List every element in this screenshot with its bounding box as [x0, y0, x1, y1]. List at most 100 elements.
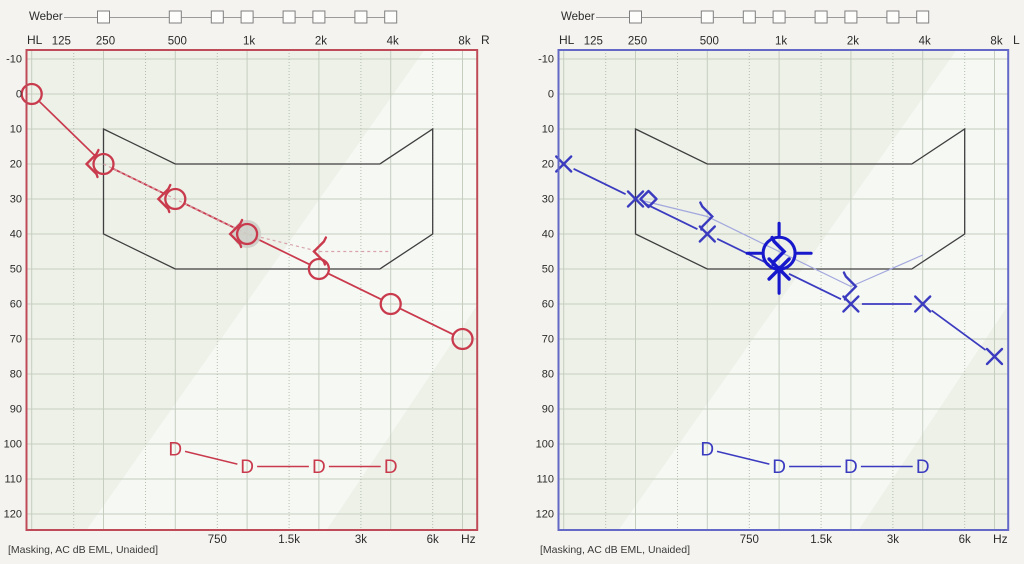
BC-threshold-right [84, 148, 328, 266]
weber-checkbox-500hz-left[interactable] [700, 10, 714, 24]
weber-checkbox-250hz-left[interactable] [629, 10, 642, 24]
letter-point-2000hz[interactable]: D [312, 457, 326, 478]
weber-checkbox-750hz-left[interactable] [742, 10, 756, 24]
bracket-right-point-2000hz[interactable] [842, 271, 858, 301]
y-tick-70: 70 [542, 334, 554, 346]
x-tick-top-2k: 2k [315, 36, 327, 48]
x-point-4000hz[interactable] [914, 295, 932, 313]
BC-threshold-left-line [635, 198, 923, 288]
weber-row [596, 10, 930, 24]
x-point-250hz[interactable] [626, 190, 645, 208]
weber-checkbox-1000hz-right[interactable] [240, 10, 254, 24]
y-tick-20: 20 [10, 159, 22, 171]
UCL-left: DD D D [700, 440, 929, 479]
AC-threshold-right [20, 82, 474, 351]
y-tick-20: 20 [542, 159, 554, 171]
bracket-right-point-500hz[interactable] [699, 201, 714, 231]
x-tick-top-500: 500 [700, 36, 719, 48]
y-tick--10: -10 [6, 54, 22, 66]
y-tick-70: 70 [10, 334, 22, 346]
x-tick-top-2k: 2k [847, 36, 859, 48]
y-tick-80: 80 [542, 369, 554, 381]
x-tick-top-125: 125 [584, 36, 603, 48]
circle-point-500hz[interactable] [164, 187, 187, 211]
weber-checkbox-4000hz-left[interactable] [916, 10, 930, 24]
y-tick-50: 50 [542, 264, 554, 276]
x-tick-top-4k: 4k [387, 36, 399, 48]
y-tick-120: 120 [4, 509, 22, 521]
y-tick-40: 40 [10, 229, 22, 241]
bracket-left-point-250hz[interactable] [84, 148, 100, 179]
grid [26, 50, 478, 530]
x-tick-top-1k: 1k [775, 36, 787, 48]
y-tick-110: 110 [536, 474, 554, 486]
diamond-point-250hz[interactable] [639, 189, 658, 209]
weber-checkbox-1500hz-left[interactable] [814, 10, 828, 24]
circle-point-2000hz[interactable] [307, 257, 331, 281]
weber-checkbox-250hz-right[interactable] [97, 10, 110, 24]
BC-masked-left [639, 189, 658, 209]
circle-point-4000hz[interactable] [379, 292, 402, 316]
cursor-reticle[interactable] [745, 221, 813, 295]
letter-point-4000hz[interactable]: D [384, 457, 398, 478]
bracket-left-point-1000hz[interactable] [228, 218, 244, 249]
y-tick-100: 100 [4, 439, 22, 451]
AC-threshold-left-line [573, 168, 987, 351]
x-point-8000hz[interactable] [985, 347, 1004, 366]
weber-checkbox-2000hz-left[interactable] [844, 10, 858, 24]
letter-point-2000hz[interactable]: D [844, 457, 858, 478]
ear-label-left: L [1013, 33, 1020, 47]
UCL-left-line [716, 450, 913, 468]
y-tick-0: 0 [16, 89, 22, 101]
speech-area-outline [102, 127, 434, 270]
weber-checkbox-1000hz-left[interactable] [772, 10, 786, 24]
y-tick-50: 50 [10, 264, 22, 276]
status-note-left: [Masking, AC dB EML, Unaided] [540, 544, 690, 556]
diagonal-band [86, 50, 478, 530]
weber-checkbox-2000hz-right[interactable] [312, 10, 326, 24]
hl-axis-label-right: HL [27, 33, 43, 47]
y-tick-90: 90 [542, 404, 554, 416]
weber-row [64, 10, 398, 24]
status-note-right: [Masking, AC dB EML, Unaided] [8, 544, 158, 556]
circle-point-250hz[interactable] [92, 152, 115, 176]
letter-point-1000hz[interactable]: D [772, 457, 786, 478]
weber-checkbox-1500hz-right[interactable] [282, 10, 296, 24]
x-tick-bottom-1.5k: 1.5k [278, 534, 300, 546]
chart-border [557, 49, 1010, 531]
letter-point-500hz[interactable]: D [168, 440, 182, 461]
hz-axis-label-left: Hz [993, 532, 1008, 546]
weber-checkbox-750hz-right[interactable] [210, 10, 224, 24]
letter-point-1000hz[interactable]: D [240, 457, 254, 478]
x-tick-bottom-3k: 3k [887, 534, 899, 546]
bracket-right-point-1000hz[interactable] [770, 235, 787, 267]
y-tick-30: 30 [542, 194, 554, 206]
weber-checkbox-3000hz-left[interactable] [886, 10, 900, 24]
ear-label-right: R [481, 33, 490, 47]
circle-point-1000hz[interactable] [235, 222, 259, 246]
letter-point-4000hz[interactable]: D [916, 457, 930, 478]
y-tick-0: 0 [548, 89, 554, 101]
letter-point-500hz[interactable]: D [700, 440, 714, 461]
x-tick-bottom-6k: 6k [427, 534, 439, 546]
x-tick-bottom-6k: 6k [959, 534, 971, 546]
x-tick-bottom-1.5k: 1.5k [810, 534, 832, 546]
circle-point-125hz[interactable] [20, 82, 43, 106]
x-tick-top-500: 500 [168, 36, 187, 48]
weber-checkbox-3000hz-right[interactable] [354, 10, 368, 24]
y-tick--10: -10 [538, 54, 554, 66]
y-tick-40: 40 [542, 229, 554, 241]
weber-checkbox-4000hz-right[interactable] [384, 10, 398, 24]
weber-checkbox-500hz-right[interactable] [168, 10, 182, 24]
bracket-left-point-2000hz[interactable] [312, 236, 328, 266]
x-tick-top-4k: 4k [919, 36, 931, 48]
x-tick-top-250: 250 [628, 36, 647, 48]
circle-point-8000hz[interactable] [451, 327, 474, 351]
y-tick-10: 10 [10, 124, 22, 136]
x-tick-top-8k: 8k [990, 36, 1002, 48]
UCL-right-line [184, 450, 381, 468]
x-tick-top-250: 250 [96, 36, 115, 48]
x-tick-bottom-3k: 3k [355, 534, 367, 546]
bracket-left-point-500hz[interactable] [156, 183, 172, 214]
